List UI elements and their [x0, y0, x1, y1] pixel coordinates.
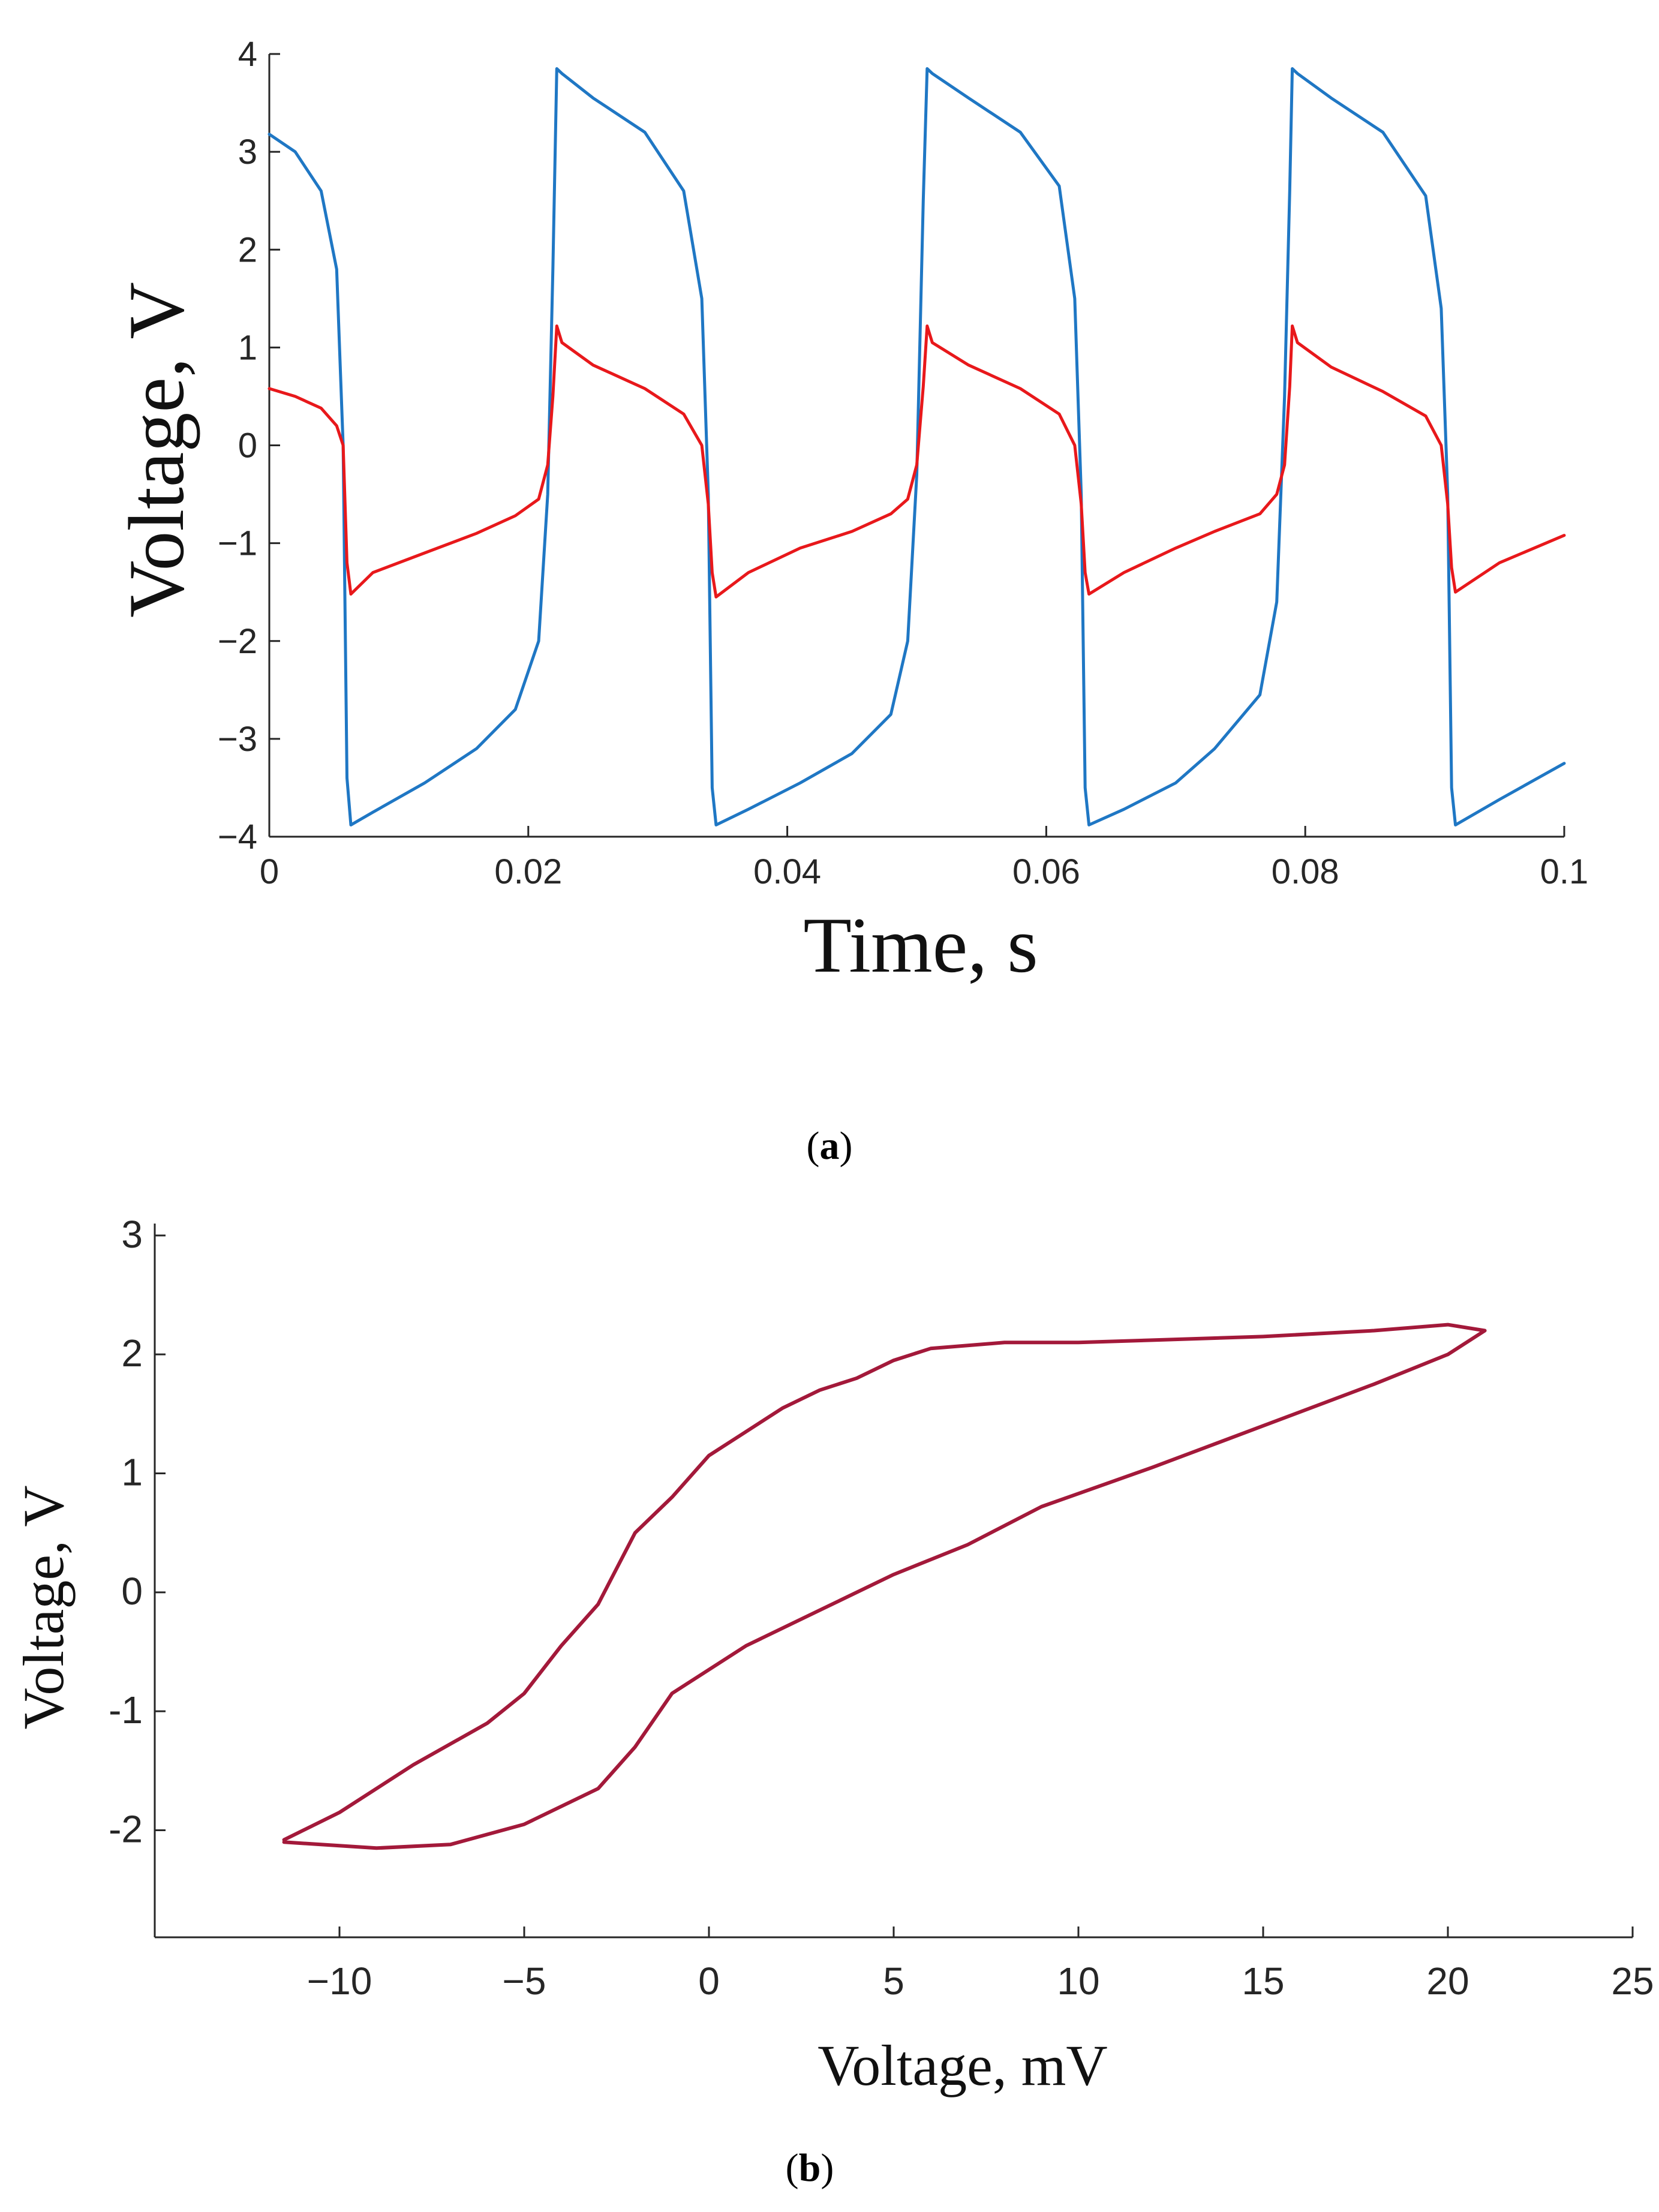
chart-a-x-axis-title: Time, s — [803, 901, 1038, 989]
panel-label-a-open: ( — [807, 1124, 820, 1168]
chart-b-series — [282, 1323, 1487, 1850]
chart-b-hysteresis: -2 -1 0 1 2 3 −10 −5 0 5 10 15 20 25 Voltage, mV Volt… — [11, 1213, 1654, 2097]
chart-b-y-axis-title: Voltage, V — [11, 1485, 76, 1729]
y-tick-label: 4 — [238, 35, 257, 74]
panel-label-a-close: ) — [840, 1124, 853, 1168]
x-tick-label: −5 — [503, 1959, 546, 2003]
y-tick-label: −4 — [218, 818, 257, 856]
panel-label-b-letter: b — [799, 2146, 821, 2190]
y-tick-label: 0 — [238, 426, 257, 465]
panel-label-a: (a) — [807, 1124, 853, 1168]
x-tick-label: −10 — [307, 1959, 372, 2003]
x-tick-label: 5 — [883, 1959, 904, 2003]
panel-label-b: (b) — [786, 2146, 834, 2190]
x-tick-label: 20 — [1426, 1959, 1469, 2003]
y-tick-label: 3 — [238, 133, 257, 172]
series-line-hysteresis-loop — [282, 1323, 1487, 1850]
chart-a-axes — [268, 53, 1565, 838]
chart-b-x-axis-title: Voltage, mV — [818, 2033, 1108, 2097]
panel-label-b-close: ) — [821, 2146, 834, 2190]
panel-label-a-letter: a — [820, 1124, 840, 1168]
y-tick-label: 3 — [121, 1213, 143, 1256]
y-tick-label: 0 — [121, 1570, 143, 1613]
chart-a-y-axis-title: Voltage, V — [112, 282, 200, 618]
panel-label-b-open: ( — [786, 2146, 799, 2190]
y-tick-label: −1 — [218, 524, 257, 563]
x-tick-label: 0 — [260, 852, 279, 891]
x-tick-label: 0 — [698, 1959, 720, 2003]
y-tick-label: −3 — [218, 720, 257, 759]
y-tick-label: -1 — [109, 1688, 143, 1732]
chart-a-tick-labels: −4 −3 −2 −1 0 1 2 3 4 0 0.02 0.04 0.06 0.08 0.1 — [218, 35, 1588, 891]
x-tick-label: 0.08 — [1272, 852, 1339, 891]
x-tick-label: 25 — [1611, 1959, 1654, 2003]
x-tick-label: 0.1 — [1540, 852, 1589, 891]
y-tick-label: 1 — [121, 1451, 143, 1494]
x-tick-label: 0.06 — [1012, 852, 1080, 891]
chart-a-series — [268, 67, 1566, 827]
y-tick-label: 1 — [238, 328, 257, 367]
chart-a-time-series: −4 −3 −2 −1 0 1 2 3 4 0 0.02 0.04 0.06 0.08 0.1 Time, … — [112, 35, 1588, 989]
chart-b-tick-labels: -2 -1 0 1 2 3 −10 −5 0 5 10 15 20 25 — [109, 1213, 1654, 2003]
y-tick-label: -2 — [109, 1808, 143, 1851]
x-tick-label: 0.02 — [494, 852, 562, 891]
series-line-input — [268, 324, 1566, 599]
y-tick-label: 2 — [238, 230, 257, 269]
series-line-output — [268, 67, 1566, 827]
y-tick-label: −2 — [218, 622, 257, 661]
chart-b-axes — [154, 1224, 1634, 1938]
x-tick-label: 0.04 — [753, 852, 821, 891]
y-tick-label: 2 — [121, 1332, 143, 1375]
x-tick-label: 15 — [1242, 1959, 1284, 2003]
x-tick-label: 10 — [1057, 1959, 1099, 2003]
